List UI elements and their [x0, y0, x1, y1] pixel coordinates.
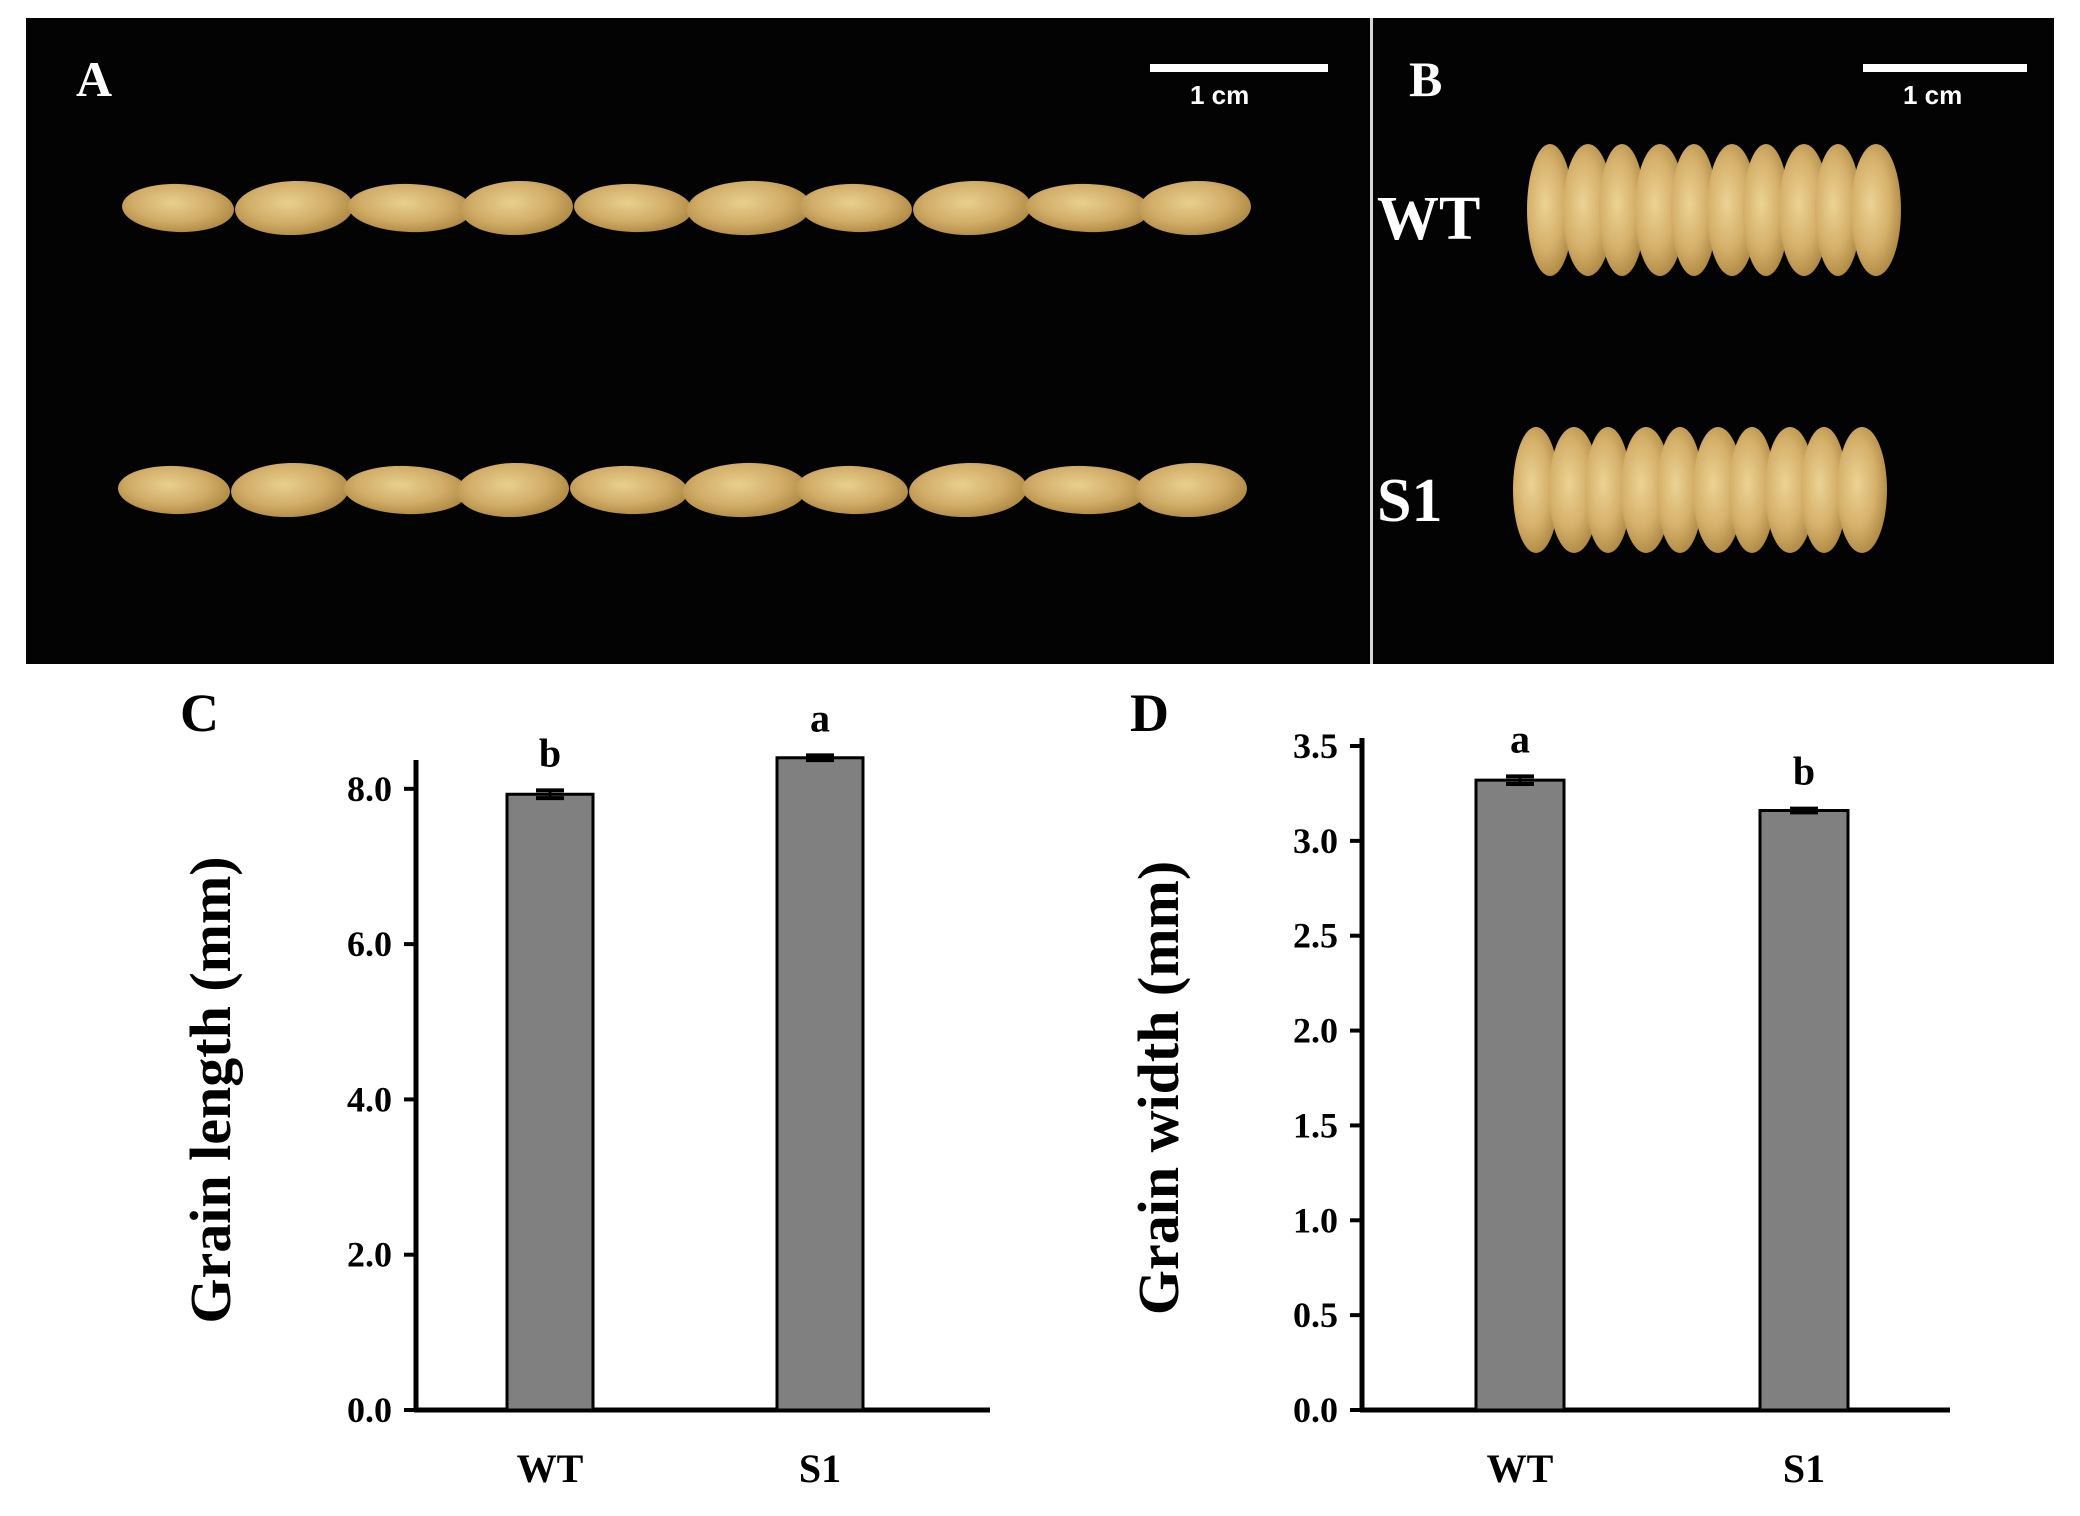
photo-divider: [1370, 18, 1373, 664]
x-tick-label: WT: [517, 1446, 584, 1491]
scale-bar-a: [1150, 64, 1328, 72]
grain-length-photo: A 1 cm: [26, 18, 1370, 664]
panel-letter-b: B: [1409, 51, 1443, 107]
bar-s1: [775, 756, 865, 1412]
bar-wt: [1474, 778, 1566, 1412]
x-tick-label: S1: [1783, 1446, 1825, 1491]
y-axis-title: Grain length (mm): [178, 856, 243, 1323]
y-tick-label: 0.5: [1293, 1295, 1338, 1335]
scale-label-b: 1 cm: [1903, 80, 1963, 110]
grain-vertical: [1837, 427, 1887, 553]
grain-horizontal: [908, 460, 1028, 520]
grain-horizontal: [347, 181, 473, 235]
grain-vertical: [1851, 144, 1901, 276]
significance-letter: a: [810, 695, 830, 740]
y-tick-label: 2.5: [1293, 916, 1338, 956]
y-tick-label: 4.0: [347, 1079, 392, 1119]
y-tick-label: 0.0: [1293, 1390, 1338, 1430]
y-tick-label: 3.0: [1293, 821, 1338, 861]
x-tick-label: S1: [799, 1446, 841, 1491]
grain-horizontal: [795, 464, 909, 516]
grain-horizontal: [573, 181, 693, 235]
grain-horizontal: [456, 461, 570, 519]
grain-horizontal: [912, 178, 1032, 238]
grain-horizontal: [682, 460, 808, 520]
y-tick-label: 2.0: [1293, 1011, 1338, 1051]
grain-horizontal: [343, 463, 469, 517]
x-tick-label: WT: [1487, 1446, 1554, 1491]
grain-horizontal: [799, 182, 913, 234]
y-axis-title: Grain width (mm): [1126, 861, 1191, 1315]
row-label-s1: S1: [1377, 467, 1443, 535]
significance-letter: b: [1793, 749, 1815, 794]
y-tick-label: 0.0: [347, 1390, 392, 1430]
scale-bar-b: [1863, 64, 2027, 72]
y-tick-label: 8.0: [347, 769, 392, 809]
grain-horizontal: [1025, 181, 1151, 235]
grain-horizontal: [569, 463, 689, 517]
grain-length-chart: 0.0 2.0 4.0 6.0 8.0 Grain length (mm) b WT a S1: [178, 695, 990, 1491]
panel-letter-d: D: [1130, 683, 1169, 743]
y-tick-label: 1.5: [1293, 1105, 1338, 1145]
significance-letter: b: [539, 730, 561, 775]
bar-s1: [1758, 809, 1850, 1412]
grain-horizontal: [686, 178, 812, 238]
y-tick-label: 3.5: [1293, 726, 1338, 766]
y-tick-label: 6.0: [347, 924, 392, 964]
bar-wt: [505, 792, 595, 1412]
panel-letter-c: C: [180, 683, 219, 743]
grain-horizontal: [121, 182, 235, 234]
grain-horizontal: [1138, 179, 1252, 237]
grain-horizontal: [1134, 461, 1248, 519]
grain-horizontal: [234, 178, 354, 238]
panel-letter-a: A: [76, 51, 113, 107]
grain-horizontal: [117, 464, 231, 516]
grain-width-chart: 0.0 0.5 1.0 1.5 2.0 2.5 3.0 3.5 Grain width (mm)…: [1126, 716, 1950, 1491]
y-tick-label: 2.0: [347, 1235, 392, 1275]
grain-horizontal: [1021, 463, 1147, 517]
scale-label-a: 1 cm: [1190, 80, 1250, 110]
row-label-wt: WT: [1377, 185, 1481, 253]
significance-letter: a: [1510, 716, 1530, 761]
grain-width-photo: B 1 cm WT S1: [1373, 18, 2054, 664]
grain-horizontal: [230, 460, 350, 520]
grain-horizontal: [460, 179, 574, 237]
y-tick-label: 1.0: [1293, 1200, 1338, 1240]
